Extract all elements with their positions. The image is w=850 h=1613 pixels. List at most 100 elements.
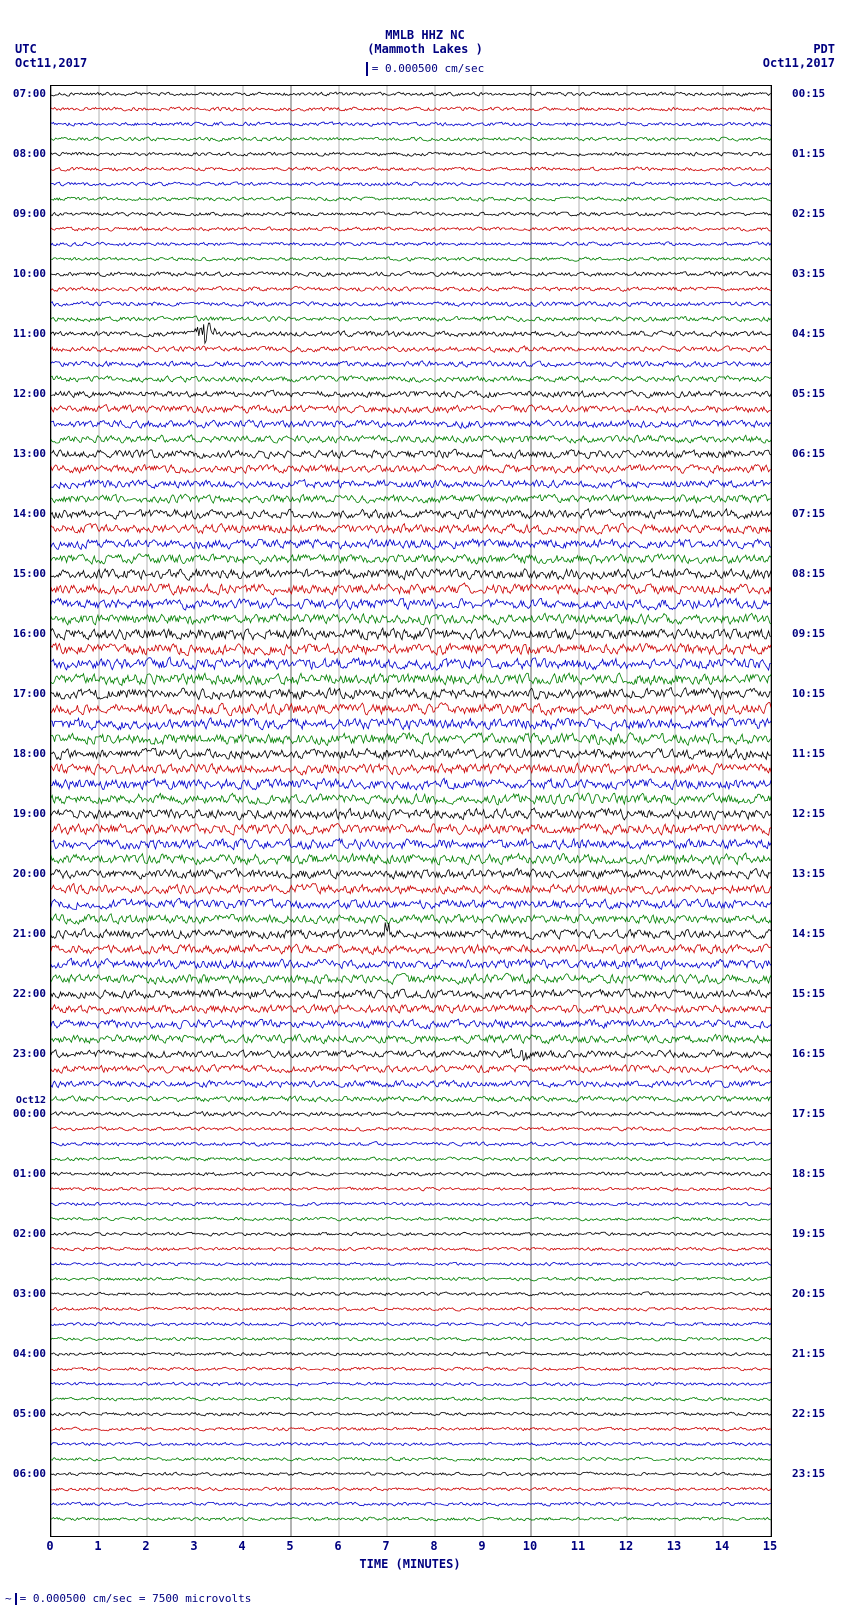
trace-line [51,1487,771,1491]
trace-line [51,718,771,731]
right-hour-label: 09:15 [792,627,825,640]
left-hour-label: 23:00 [13,1047,46,1060]
right-hour-label: 18:15 [792,1167,825,1180]
right-hour-label: 15:15 [792,987,825,1000]
trace-line [51,435,771,443]
date-left: Oct11,2017 [15,56,87,70]
trace-line [51,1292,771,1296]
trace-line [51,884,771,895]
trace-line [51,898,771,909]
trace-line [51,376,771,383]
trace-line [51,628,771,640]
trace-line [51,733,771,746]
right-hour-label: 04:15 [792,327,825,340]
trace-line [51,227,771,231]
trace-line [51,509,771,520]
right-hour-label: 21:15 [792,1347,825,1360]
trace-line [51,1217,771,1221]
trace-line [51,464,771,473]
trace-line [51,197,771,201]
trace-line [51,1019,771,1029]
trace-line [51,643,771,655]
left-hour-label: 13:00 [13,447,46,460]
trace-line [51,944,771,955]
right-hour-label: 01:15 [792,147,825,160]
left-hour-label: 00:00 [13,1107,46,1120]
footer-text: = 0.000500 cm/sec = 7500 microvolts [20,1592,252,1605]
trace-line [51,824,771,836]
trace-line [51,1157,771,1161]
trace-line [51,1337,771,1341]
trace-line [51,405,771,414]
x-tick-label: 11 [571,1539,585,1553]
trace-line [51,1202,771,1206]
left-hour-label: 20:00 [13,867,46,880]
trace-line [51,1352,771,1356]
left-hour-label: 18:00 [13,747,46,760]
trace-line [51,302,771,307]
left-hour-label: 07:00 [13,87,46,100]
right-hour-label: 17:15 [792,1107,825,1120]
right-hour-label: 08:15 [792,567,825,580]
trace-line [51,1065,771,1074]
scale-indicator: = 0.000500 cm/sec [0,62,850,76]
trace-line [51,271,771,276]
x-tick-label: 9 [478,1539,485,1553]
trace-line [51,703,771,716]
trace-line [51,868,771,879]
trace-line [51,1517,771,1521]
trace-line [51,323,771,343]
right-time-labels: 00:1501:1502:1503:1504:1505:1506:1507:15… [790,85,850,1535]
trace-line [51,1442,771,1446]
seismogram-svg [51,86,771,1536]
left-hour-label: 15:00 [13,567,46,580]
trace-line [51,1142,771,1147]
timezone-right: PDT [813,42,835,56]
trace-line [51,152,771,157]
left-hour-label: 22:00 [13,987,46,1000]
trace-line [51,778,771,790]
x-tick-label: 15 [763,1539,777,1553]
trace-line [51,316,771,322]
trace-line [51,1502,771,1506]
trace-line [51,613,771,625]
trace-line [51,420,771,428]
right-hour-label: 16:15 [792,1047,825,1060]
scale-text: = 0.000500 cm/sec [372,62,485,75]
trace-line [51,1004,771,1014]
right-hour-label: 12:15 [792,807,825,820]
trace-line [51,688,771,700]
trace-line [51,1412,771,1416]
x-tick-label: 4 [238,1539,245,1553]
trace-line [51,989,771,999]
right-hour-label: 22:15 [792,1407,825,1420]
trace-line [51,1127,771,1131]
trace-line [51,657,771,670]
trace-line [51,973,771,984]
trace-line [51,1096,771,1102]
x-tick-label: 1 [94,1539,101,1553]
trace-line [51,922,771,939]
right-hour-label: 07:15 [792,507,825,520]
date-change-label: Oct12 [16,1095,46,1106]
left-hour-label: 06:00 [13,1467,46,1480]
right-hour-label: 13:15 [792,867,825,880]
x-tick-label: 6 [334,1539,341,1553]
x-tick-label: 5 [286,1539,293,1553]
trace-line [51,122,771,126]
right-hour-label: 03:15 [792,267,825,280]
left-hour-label: 12:00 [13,387,46,400]
trace-line [51,92,771,96]
trace-line [51,1187,771,1191]
trace-line [51,1367,771,1371]
trace-line [51,1262,771,1266]
right-hour-label: 10:15 [792,687,825,700]
x-axis: TIME (MINUTES) 0123456789101112131415 [50,1535,770,1585]
right-hour-label: 05:15 [792,387,825,400]
right-hour-label: 20:15 [792,1287,825,1300]
left-hour-label: 08:00 [13,147,46,160]
left-hour-label: 21:00 [13,927,46,940]
left-hour-label: 14:00 [13,507,46,520]
trace-line [51,449,771,459]
trace-line [51,390,771,398]
